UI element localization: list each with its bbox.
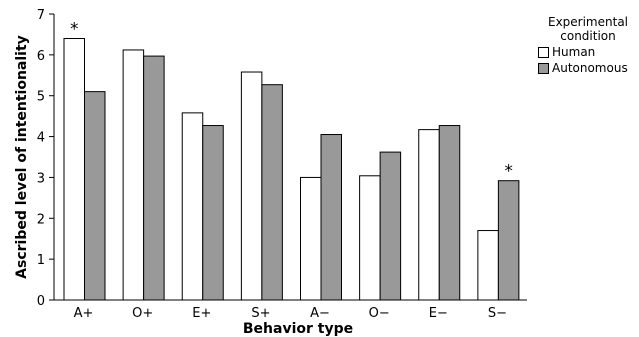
bar-autonomous-4: [320, 134, 342, 301]
bar-autonomous-6: [438, 125, 461, 301]
legend-label-human: Human: [552, 45, 596, 59]
y-axis-label: Ascribed level of intentionality: [14, 35, 30, 279]
x-axis-label: Behavior type: [243, 321, 353, 337]
x-tick-label: A−: [310, 306, 330, 321]
bar-human-3: [240, 71, 263, 301]
bar-human-4: [300, 176, 322, 301]
legend-swatch-autonomous: [538, 62, 549, 74]
legend-label-autonomous: Autonomous: [552, 61, 628, 75]
bar-human-0: [63, 38, 85, 301]
legend: Experimental condition Human Autonomous: [538, 15, 638, 75]
plot-area: 0 1 2 3 4 5 6 7 A+ O+ E+ S+ A− O− E− S− * *: [37, 8, 527, 321]
y-tick-label: 4: [37, 131, 45, 146]
bar-autonomous-0: [84, 91, 106, 301]
y-tick-label: 0: [37, 294, 45, 309]
bar-human-6: [418, 129, 440, 301]
legend-item-human: Human: [538, 45, 638, 59]
bar-autonomous-3: [261, 84, 283, 301]
legend-item-autonomous: Autonomous: [538, 61, 638, 75]
legend-title-line: condition: [560, 29, 616, 43]
y-tick-label: 7: [37, 8, 45, 23]
legend-title: Experimental condition: [538, 15, 638, 43]
bar-autonomous-7: [497, 180, 520, 301]
y-tick-label: 2: [37, 212, 45, 227]
legend-swatch-human: [538, 46, 549, 58]
x-tick-label: S−: [488, 306, 507, 321]
y-tick-label: 1: [37, 253, 45, 268]
bar-autonomous-5: [379, 151, 402, 301]
y-tick-label: 3: [37, 171, 45, 186]
x-tick-label: O−: [369, 306, 390, 321]
legend-title-line: Experimental: [547, 15, 629, 29]
x-tick-label: E−: [429, 306, 448, 321]
x-tick-label: A+: [74, 306, 94, 321]
bar-human-5: [359, 175, 381, 301]
significance-asterisk: *: [504, 162, 513, 182]
significance-asterisk: *: [70, 20, 79, 40]
bar-autonomous-1: [143, 55, 165, 301]
bar-human-2: [181, 112, 204, 301]
bar-autonomous-2: [202, 125, 224, 301]
x-tick-label: O+: [132, 306, 153, 321]
bar-human-1: [122, 49, 145, 301]
bar-human-7: [477, 230, 499, 301]
x-tick-label: E+: [192, 306, 211, 321]
y-tick-label: 5: [37, 90, 45, 105]
y-tick-label: 6: [37, 49, 45, 64]
x-tick-label: S+: [251, 306, 270, 321]
